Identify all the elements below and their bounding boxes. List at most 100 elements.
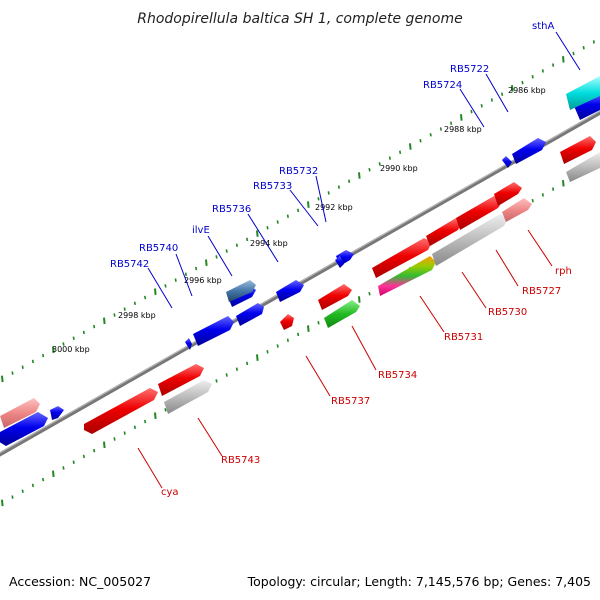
ruler-tick (562, 180, 565, 187)
gene-feature-blue[interactable] (185, 338, 192, 350)
ruler-tick (307, 201, 310, 208)
ruler-tick (133, 301, 136, 306)
gene-features (0, 76, 600, 446)
ruler-tick (276, 220, 279, 224)
gene-feature-red[interactable] (318, 284, 352, 310)
ruler-tick (82, 454, 85, 459)
gene-label-RB5734[interactable]: RB5734 (378, 370, 417, 381)
ruler-tick (358, 296, 361, 303)
ruler-tick (348, 179, 351, 184)
ruler-tick (470, 109, 473, 114)
ruler-tick (592, 40, 595, 44)
gene-label-RB5727[interactable]: RB5727 (522, 286, 561, 297)
ruler-tick (52, 346, 55, 354)
ruler-tick (286, 338, 289, 342)
ruler-tick (297, 208, 300, 213)
gene-feature-blue[interactable] (335, 256, 344, 268)
ruler-tick (531, 74, 534, 79)
ruler-tick (62, 466, 65, 470)
ruler-tick (52, 470, 55, 478)
gene-callout-lines (137, 31, 581, 489)
gene-feature-blue[interactable] (502, 156, 512, 168)
gene-label-RB5736[interactable]: RB5736 (212, 204, 251, 215)
gene-feature-blue[interactable] (276, 280, 304, 302)
gene-feature-red[interactable] (426, 218, 462, 246)
gene-label-RB5731[interactable]: RB5731 (444, 332, 483, 343)
ruler-label-2998: 2998 kbp (118, 311, 156, 320)
ruler-tick (552, 63, 555, 67)
gene-feature-gray[interactable] (432, 214, 508, 266)
ruler-tick (11, 495, 14, 499)
ruler-tick (480, 104, 483, 108)
ruler-tick (72, 460, 75, 464)
ruler-tick (582, 45, 585, 50)
gene-feature-pink[interactable] (502, 198, 532, 222)
ruler-tick (562, 56, 565, 63)
gene-feature-cyan[interactable] (566, 76, 600, 110)
ruler-label-2986: 2986 kbp (508, 86, 546, 95)
gene-feature-steel[interactable] (226, 280, 256, 302)
gene-label-RB5722[interactable]: RB5722 (450, 64, 489, 75)
gene-feature-blue[interactable] (236, 303, 264, 326)
gene-feature-red[interactable] (372, 238, 432, 278)
gene-label-RB5737[interactable]: RB5737 (331, 396, 370, 407)
ruler-label-2994: 2994 kbp (250, 239, 288, 248)
ruler-tick (541, 69, 544, 73)
gene-label-RB5730[interactable]: RB5730 (488, 307, 527, 318)
ruler-label-2996: 2996 kbp (184, 276, 222, 285)
ruler-tick (72, 336, 75, 340)
ruler-tick (490, 98, 493, 102)
gene-label-sthA[interactable]: sthA (532, 21, 554, 32)
gene-feature-pink[interactable] (0, 398, 40, 428)
gene-label-RB5724[interactable]: RB5724 (423, 80, 462, 91)
ruler-tick (450, 121, 453, 125)
ruler-tick (93, 324, 96, 329)
gene-label-cya[interactable]: cya (161, 487, 179, 498)
ruler-tick (113, 437, 116, 441)
ruler-tick (123, 307, 126, 311)
ruler-tick (256, 230, 259, 237)
ruler-tick (378, 162, 381, 166)
gene-feature-red[interactable] (494, 182, 522, 206)
gene-feature-red[interactable] (158, 364, 204, 396)
ruler-tick (93, 448, 96, 453)
ruler-label-2992: 2992 kbp (315, 203, 353, 212)
gene-feature-blue[interactable] (193, 316, 234, 346)
ruler-tick (31, 359, 34, 364)
gene-label-RB5743[interactable]: RB5743 (221, 455, 260, 466)
ruler-tick (572, 51, 575, 56)
gene-label-RB5742[interactable]: RB5742 (110, 259, 149, 270)
ruler-tick (337, 185, 340, 189)
ruler-tick (541, 193, 544, 197)
ruler-tick (144, 419, 147, 424)
ruler-tick (521, 80, 524, 85)
ruler-tick (195, 266, 198, 271)
ruler-tick (184, 272, 187, 277)
gene-feature-blue[interactable] (512, 138, 546, 164)
gene-label-RB5732[interactable]: RB5732 (279, 166, 318, 177)
ruler-tick (205, 259, 208, 266)
ruler-tick (133, 425, 136, 430)
ruler-tick (82, 330, 85, 335)
gene-feature-red[interactable] (280, 314, 294, 330)
gene-label-ilvE[interactable]: ilvE (192, 225, 210, 236)
gene-feature-gray[interactable] (566, 152, 600, 182)
gene-label-rph[interactable]: rph (555, 266, 572, 277)
gene-label-RB5733[interactable]: RB5733 (253, 181, 292, 192)
ruler-tick (409, 143, 412, 150)
gene-feature-multicolor[interactable] (378, 256, 436, 296)
ruler-tick (256, 354, 259, 361)
gene-feature-blue[interactable] (0, 412, 48, 446)
ruler-tick (419, 138, 422, 143)
gene-label-RB5740[interactable]: RB5740 (139, 243, 178, 254)
gene-feature-red[interactable] (456, 196, 502, 230)
gene-feature-red[interactable] (560, 136, 596, 164)
gene-feature-green[interactable] (324, 300, 360, 328)
ruler-tick (511, 85, 514, 92)
gene-feature-gray[interactable] (164, 380, 212, 414)
ruler-tick (42, 353, 45, 358)
gene-feature-red[interactable] (84, 388, 158, 434)
gene-feature-blue[interactable] (50, 406, 64, 420)
